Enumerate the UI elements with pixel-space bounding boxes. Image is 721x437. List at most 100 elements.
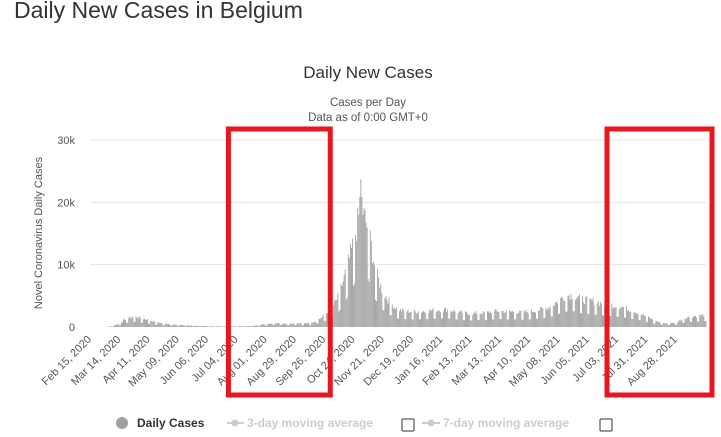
bar — [300, 323, 302, 327]
bar — [121, 322, 123, 327]
bar — [502, 310, 504, 327]
legend-item-7-day-average[interactable]: 7-day moving average — [422, 416, 569, 430]
bar — [424, 311, 426, 327]
bar — [346, 297, 348, 327]
legend-item-3-day-average[interactable]: 3-day moving average — [227, 416, 373, 430]
bar — [442, 318, 443, 327]
bar — [404, 319, 406, 327]
bar — [293, 323, 295, 327]
bar — [199, 326, 201, 327]
bar — [317, 323, 319, 327]
bar — [166, 324, 168, 327]
legend-item-daily-cases[interactable]: Daily Cases — [116, 416, 205, 430]
legend-marker-3-day — [231, 419, 239, 427]
bar — [384, 297, 386, 327]
bar — [285, 324, 287, 327]
bar — [128, 318, 130, 327]
bar — [368, 281, 370, 327]
bar — [272, 325, 274, 327]
bar — [631, 318, 633, 327]
checkbox-3-day-average[interactable] — [401, 418, 415, 432]
bar — [489, 313, 490, 327]
bar — [673, 323, 675, 327]
bar — [194, 325, 196, 327]
bar — [509, 311, 511, 327]
bar — [257, 326, 259, 327]
bar — [507, 319, 509, 327]
bar — [278, 323, 280, 327]
bar — [590, 298, 592, 327]
bar — [508, 310, 510, 327]
bar — [234, 326, 236, 327]
bar — [477, 320, 479, 327]
bar — [451, 311, 453, 327]
bar — [543, 318, 545, 327]
bar — [436, 310, 438, 327]
bar — [672, 322, 673, 327]
bar — [196, 325, 198, 327]
bar — [668, 325, 670, 327]
bar — [386, 299, 388, 327]
bar — [313, 322, 315, 327]
bar — [415, 313, 417, 327]
bar — [501, 310, 503, 327]
bar — [349, 243, 351, 327]
checkbox-7-day-average[interactable] — [599, 418, 613, 432]
bar — [171, 325, 173, 327]
bar — [319, 318, 321, 327]
bar — [698, 321, 700, 327]
bar — [375, 299, 376, 327]
bar — [658, 321, 660, 327]
bar — [503, 313, 505, 327]
y-axis-ticks: 0 10k 20k 30k — [57, 135, 75, 334]
bar — [428, 312, 430, 327]
bar — [440, 318, 442, 327]
bar — [496, 310, 498, 327]
bar — [322, 314, 324, 327]
bar — [521, 319, 523, 327]
bar — [240, 326, 242, 327]
bar — [163, 325, 165, 327]
y-tick-label: 10k — [57, 260, 75, 272]
bar — [385, 296, 387, 327]
bar — [238, 326, 239, 327]
bar — [640, 314, 642, 327]
bar — [286, 323, 288, 327]
bar — [180, 325, 182, 327]
bar — [143, 318, 145, 327]
bar — [201, 325, 203, 327]
bar — [636, 312, 638, 327]
bar — [195, 325, 197, 327]
bar — [308, 322, 310, 327]
bar — [290, 323, 292, 327]
bar — [287, 325, 289, 327]
bar — [463, 320, 465, 327]
bar — [539, 310, 541, 327]
bar — [703, 316, 705, 327]
bar — [164, 323, 166, 327]
bar — [427, 319, 429, 327]
bar — [153, 320, 155, 327]
bar — [431, 310, 433, 327]
bar — [610, 316, 612, 327]
bar — [280, 325, 282, 327]
bar — [182, 325, 184, 327]
bar — [421, 312, 422, 327]
bar — [693, 316, 694, 327]
bar — [493, 319, 495, 327]
bar — [179, 324, 181, 327]
bar — [452, 312, 454, 327]
bar — [475, 311, 477, 327]
bar-series-daily-cases — [105, 179, 707, 327]
bar — [291, 323, 293, 327]
bar — [380, 283, 382, 327]
bar — [342, 281, 344, 327]
bar — [643, 315, 645, 327]
bar — [355, 234, 357, 327]
bar — [558, 313, 559, 327]
bar — [565, 311, 567, 327]
bar — [649, 317, 650, 327]
bar — [617, 316, 619, 327]
bar — [628, 309, 630, 327]
bar — [251, 326, 253, 327]
